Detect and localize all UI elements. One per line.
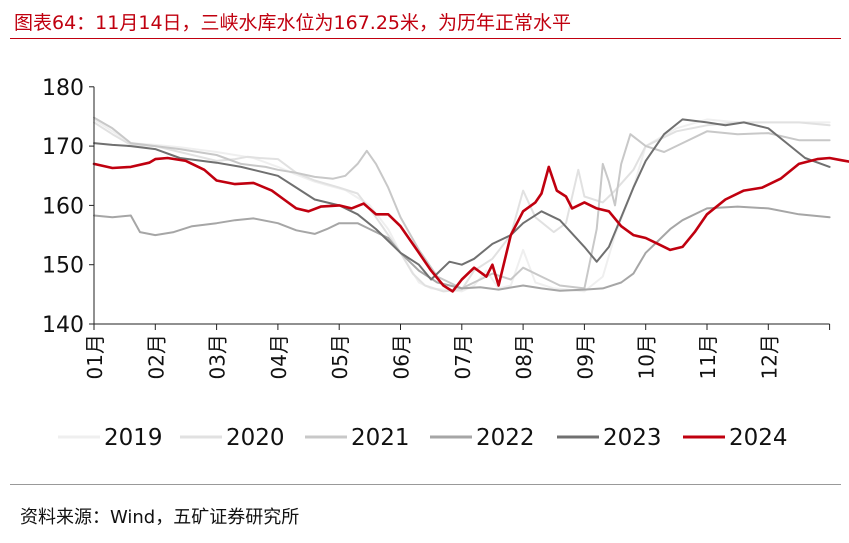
- series-line-2024: [92, 156, 849, 293]
- legend-label-2023: 2023: [603, 425, 662, 451]
- chart-legend: 2019 2020 2021 2022 2023 2024: [58, 425, 788, 451]
- chart-axes: 140 150 160 170 180 01月 02月 03月 04月 05月 06月 07月 08月 0…: [42, 76, 831, 379]
- legend-label-2019: 2019: [104, 425, 163, 451]
- title-underline: [10, 38, 841, 39]
- legend-label-2024: 2024: [729, 425, 788, 451]
- x-tick-label: 04月: [267, 334, 291, 379]
- water-level-line-chart: 140 150 160 170 180 01月 02月 03月 04月 05月 06月 07月 08月 0…: [42, 76, 849, 451]
- figure-title: 图表64：11月14日，三峡水库水位为167.25米，为历年正常水平: [14, 12, 572, 34]
- x-tick-label: 06月: [390, 334, 414, 379]
- bottom-divider: [10, 484, 841, 485]
- x-tick-label: 11月: [696, 334, 720, 379]
- x-tick-label: 07月: [451, 334, 475, 379]
- y-tick-label: 160: [42, 194, 84, 219]
- series-line-2020: [93, 121, 831, 293]
- legend-label-2022: 2022: [476, 425, 535, 451]
- x-tick-label: 09月: [573, 334, 597, 379]
- y-tick-label: 170: [42, 135, 84, 160]
- series-line-2021: [93, 116, 831, 290]
- plot-lines: [92, 116, 849, 293]
- source-note: 资料来源：Wind，五矿证券研究所: [20, 507, 300, 528]
- series-line-2023: [93, 118, 831, 281]
- x-tick-label: 02月: [144, 334, 168, 379]
- legend-label-2021: 2021: [351, 425, 410, 451]
- x-tick-label: 12月: [757, 334, 781, 379]
- x-tick-label: 01月: [83, 334, 107, 379]
- x-tick-label: 05月: [328, 334, 352, 379]
- legend-label-2020: 2020: [226, 425, 285, 451]
- x-tick-label: 03月: [206, 334, 230, 379]
- x-tick-label: 08月: [512, 334, 536, 379]
- y-tick-label: 150: [42, 254, 84, 279]
- y-tick-label: 140: [42, 313, 84, 338]
- y-tick-label: 180: [42, 76, 84, 101]
- x-tick-label: 10月: [635, 334, 659, 379]
